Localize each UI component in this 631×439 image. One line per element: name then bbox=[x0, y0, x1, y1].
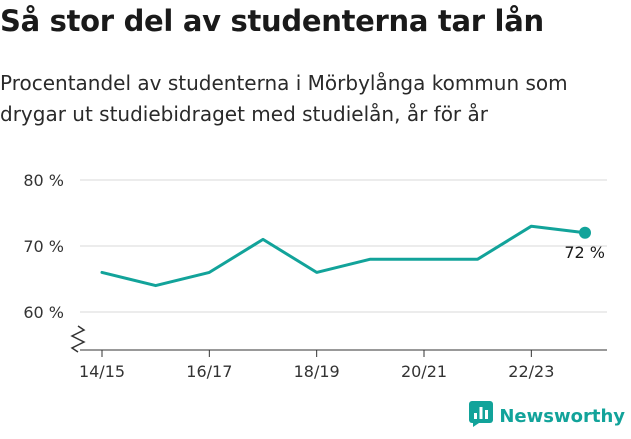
last-value-label: 72 % bbox=[564, 243, 605, 262]
x-tick-label: 20/21 bbox=[401, 362, 447, 381]
x-tick-label: 16/17 bbox=[186, 362, 232, 381]
y-tick-label: 60 % bbox=[23, 303, 64, 322]
y-tick-label: 80 % bbox=[23, 171, 64, 190]
y-tick-label: 70 % bbox=[23, 237, 64, 256]
x-tick-label: 18/19 bbox=[294, 362, 340, 381]
brand-name: Newsworthy bbox=[499, 405, 625, 427]
line-chart: 60 % 70 % 80 % 14/15 16/17 18/19 20/21 22/23 72 … bbox=[23, 171, 607, 381]
x-tick-label: 22/23 bbox=[508, 362, 554, 381]
newsworthy-logo: Newsworthy bbox=[469, 401, 625, 431]
x-tick-label: 14/15 bbox=[79, 362, 125, 381]
series-line bbox=[100, 224, 587, 288]
axis-break-icon bbox=[70, 325, 86, 353]
chart-title: Så stor del av studenterna tar lån bbox=[0, 4, 544, 38]
bar-chart-icon bbox=[469, 401, 494, 431]
chart-subtitle: Procentandel av studenterna i Mörbylånga… bbox=[0, 71, 568, 126]
last-data-point bbox=[579, 226, 591, 239]
